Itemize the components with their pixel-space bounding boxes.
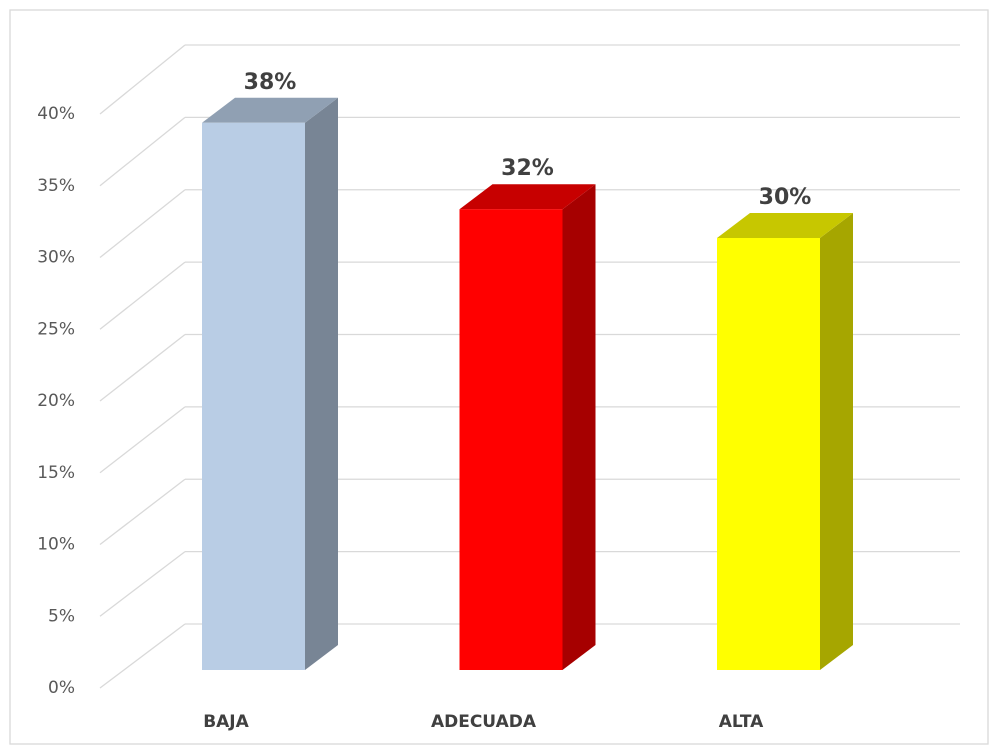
grid-line (99, 44, 186, 115)
bar-side (820, 213, 853, 670)
x-tick-label: BAJA (203, 712, 249, 732)
y-tick-label: 40% (37, 104, 75, 124)
data-label: 38% (244, 70, 297, 95)
x-tick-label: ALTA (719, 712, 764, 732)
bar-side (305, 97, 338, 671)
y-tick-label: 35% (37, 176, 75, 196)
y-tick-label: 5% (48, 606, 75, 626)
bar-side (562, 184, 596, 670)
grid-line (99, 333, 186, 402)
bar-top (459, 184, 596, 210)
grid-line (99, 478, 186, 546)
grid-line (99, 261, 186, 330)
y-tick-label: 0% (48, 678, 75, 698)
data-label: 30% (759, 185, 812, 210)
data-label: 32% (501, 156, 554, 181)
bar (717, 238, 820, 670)
y-tick-label: 30% (37, 248, 75, 268)
grid-line (99, 406, 186, 474)
y-tick-label: 25% (37, 319, 75, 339)
y-tick-label: 10% (37, 535, 75, 555)
y-tick-label: 20% (37, 391, 75, 411)
bar-top (717, 213, 853, 238)
grid-line (99, 551, 186, 617)
bar (459, 209, 563, 670)
bar (202, 122, 305, 671)
x-tick-label: ADECUADA (431, 712, 537, 732)
bar-top (202, 97, 338, 123)
grid-line (99, 116, 186, 187)
grid-line (99, 623, 186, 689)
grid-line (99, 189, 186, 259)
y-tick-label: 15% (37, 463, 75, 483)
